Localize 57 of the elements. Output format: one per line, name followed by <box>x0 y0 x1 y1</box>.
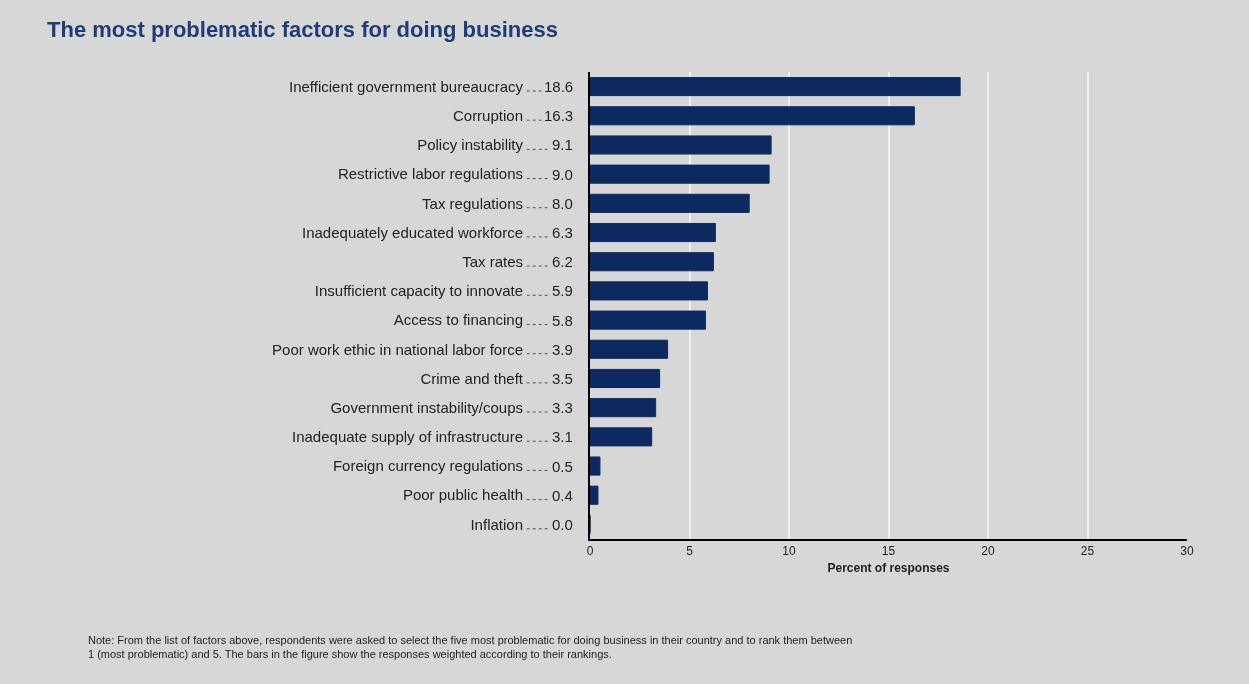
bar <box>590 310 706 330</box>
bar <box>590 222 716 243</box>
data-label: 3.3 <box>552 399 573 416</box>
bar <box>590 164 770 184</box>
data-label: 3.5 <box>552 370 573 387</box>
x-tick-label: 25 <box>1080 544 1095 559</box>
data-label: 0.4 <box>552 487 573 504</box>
data-label: 3.1 <box>552 428 573 445</box>
bar <box>590 339 669 359</box>
y-tick-label: Poor public health <box>402 486 523 504</box>
x-tick-label: 5 <box>686 544 694 559</box>
bar <box>590 106 915 126</box>
data-label: 16.3 <box>544 107 574 124</box>
y-tick-label: Poor work ethic in national labor force <box>272 340 523 358</box>
y-tick-label: Inflation <box>470 515 523 533</box>
bar <box>590 398 657 418</box>
bar <box>590 77 961 97</box>
data-label: 5.9 <box>552 282 573 299</box>
y-tick-label: Crime and theft <box>420 369 524 387</box>
bar <box>590 193 750 213</box>
data-label: 9.1 <box>552 136 573 153</box>
text: The most problematic factors for doing business <box>47 17 558 43</box>
bar <box>590 281 708 301</box>
data-label: 6.3 <box>552 224 573 241</box>
y-tick-label: Policy instability <box>417 136 524 154</box>
x-tick-label: 30 <box>1180 544 1194 559</box>
x-tick-label: 20 <box>981 544 995 559</box>
y-tick-label: Restrictive labor regulations <box>337 165 523 183</box>
bar <box>590 135 772 155</box>
bar <box>590 252 714 272</box>
bar <box>590 368 661 389</box>
y-tick-label: Insufficient capacity to innovate <box>314 282 523 300</box>
data-label: 18.6 <box>544 78 574 95</box>
bar <box>590 485 599 505</box>
y-tick-label: Inadequately educated workforce <box>302 223 523 241</box>
x-tick-label: 0 <box>586 544 594 559</box>
y-tick-label: Tax rates <box>462 252 523 270</box>
y-tick-label: Corruption <box>452 107 523 125</box>
data-label: 6.2 <box>552 253 573 270</box>
data-label: 0.0 <box>552 516 573 533</box>
text: Note: From the list of factors above, respondents were asked to select the five most problematic for doing business in their country and to rank them between 1 (most problematic) and 5. The bars in the figure show the responses weighted according to their rankings. <box>88 634 853 661</box>
data-label: 8.0 <box>552 195 573 212</box>
y-tick-label: Tax regulations <box>422 194 523 212</box>
x-tick-label: 10 <box>782 544 796 559</box>
y-tick-label: Government instability/coups <box>330 398 523 416</box>
y-tick-label: Foreign currency regulations <box>332 457 523 475</box>
data-label: 9.0 <box>552 166 573 183</box>
data-label: 0.5 <box>552 458 573 475</box>
x-axis-title: Percent of responses <box>827 560 950 575</box>
y-tick-label: Access to financing <box>393 311 523 329</box>
data-label: 3.9 <box>552 341 573 358</box>
bar <box>590 427 653 447</box>
y-tick-label: Inadequate supply of infrastructure <box>292 428 523 446</box>
x-tick-label: 15 <box>881 544 896 559</box>
y-tick-label: Inefficient government bureaucracy <box>288 77 524 95</box>
data-label: 5.8 <box>552 312 573 329</box>
bar <box>590 456 601 476</box>
